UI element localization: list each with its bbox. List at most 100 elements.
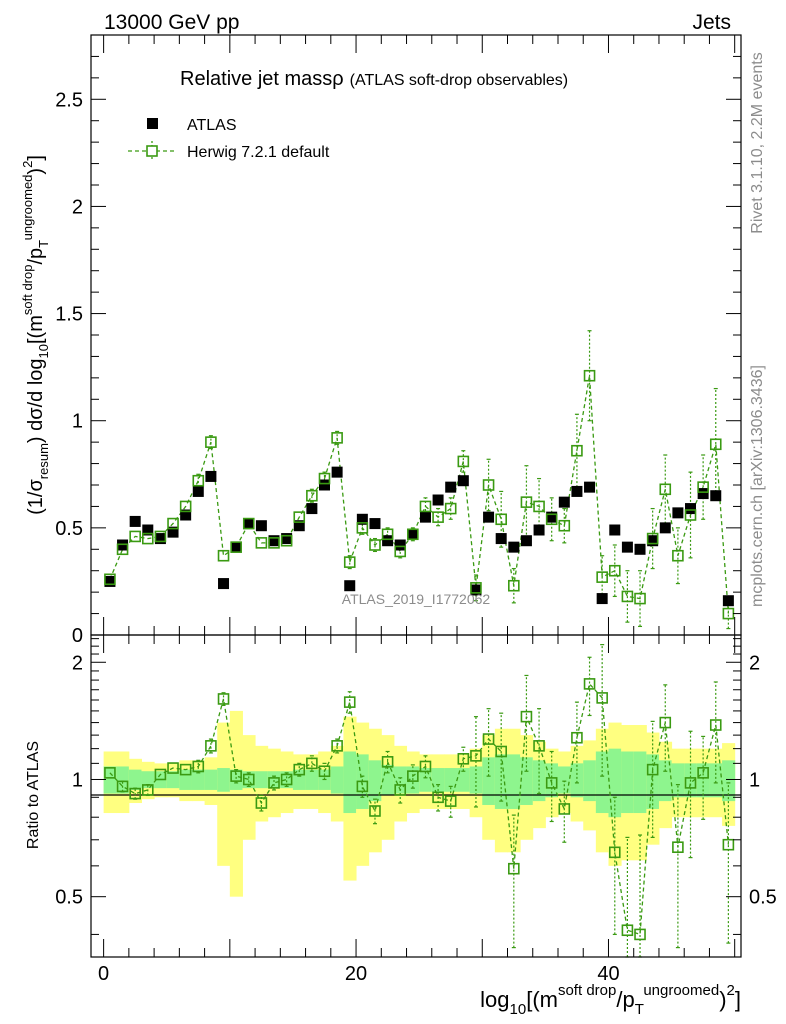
mcplots-label: mcplots.cern.ch [arXiv:1306.3436] [749,365,766,607]
herwig-point [192,474,205,487]
ratio-point [381,756,394,768]
atlas-point [230,541,242,553]
band-inner [103,766,117,794]
atlas-point [697,488,709,500]
band-inner [217,768,231,792]
band-inner [330,766,344,794]
herwig-point [470,582,482,594]
band-inner [191,769,206,790]
herwig-point [205,436,217,448]
atlas-point [331,466,343,478]
ratio-point [141,784,154,796]
atlas-point [318,479,330,491]
atlas-point [596,593,608,605]
ratio-point [192,760,205,773]
ratio-point [545,777,558,789]
herwig-point [318,472,331,485]
herwig-point [167,517,179,530]
ratio-point [495,745,507,758]
atlas-point [546,511,558,523]
band-inner [267,771,281,789]
atlas-point [268,535,280,547]
herwig-point [457,455,470,468]
band-inner [557,766,572,794]
atlas-point [483,511,495,523]
band-inner [469,766,483,794]
ratio-point [343,696,356,708]
atlas-point [192,485,204,497]
herwig-point [343,556,356,568]
band-inner [621,751,635,814]
atlas-point [407,528,419,540]
herwig-line [109,375,730,614]
herwig-point [432,511,444,523]
ratio-point [217,693,230,705]
ratio-point [482,733,495,745]
band-inner [457,768,471,792]
main-ytick-label: 0 [72,625,83,647]
ratio-xtick-label: 40 [597,963,619,985]
ratio-point [129,787,141,800]
ratio-point [331,740,343,752]
ratio-point [394,784,407,796]
herwig-point [596,571,608,583]
legend-herwig-label: Herwig 7.2.1 default [187,144,330,161]
ratio-axes: 0.5 0.51 12 20 20 40 [55,634,777,985]
ratio-point [369,805,381,817]
band-inner [608,748,622,818]
ratio-point [646,763,659,776]
herwig-point [444,502,457,515]
herwig-point [369,539,381,551]
atlas-point [659,522,671,534]
atlas-point [142,524,154,536]
ratio-point [444,795,457,807]
atlas-point [571,485,583,497]
band-inner [696,763,710,798]
atlas-point [710,490,722,502]
herwig-point [646,532,659,545]
ratio-frame [90,634,742,958]
ratio-point [583,678,596,690]
ratio-ylabel: Ratio to ATLAS [25,741,42,849]
ratio-point [293,763,306,776]
herwig-point [394,545,407,558]
herwig-point [280,534,293,547]
ratio-point [280,773,293,786]
band-inner [368,760,382,802]
atlas-point [508,541,520,553]
ratio-point [306,757,318,770]
ratio-point [596,692,608,704]
herwig-point [495,513,507,526]
atlas-point [281,533,293,545]
ratio-ytick-label: 0.5 [55,887,83,909]
herwig-point [242,517,255,530]
atlas-point [609,524,621,536]
atlas-point [419,511,431,523]
herwig-point [217,549,230,562]
band-inner [141,771,155,789]
atlas-point [104,575,116,587]
atlas-point [432,494,444,506]
legend-atlas-label: ATLAS [187,117,237,134]
main-ytick-label: 0.5 [55,518,83,540]
herwig-point [634,592,646,605]
atlas-point [293,520,305,532]
herwig-point [608,564,621,577]
ratio-point [268,777,280,789]
atlas-point [344,580,356,592]
herwig-point [583,369,596,382]
main-axes: 0 0.5 1 1.5 2 2.5 [55,34,742,647]
header-right: Jets [692,11,731,34]
watermark: ATLAS_2019_I1772062 [342,591,491,607]
atlas-point [470,584,482,596]
band-inner [583,760,597,802]
ratio-point [520,710,533,723]
herwig-point [293,511,306,523]
legend-herwig-marker [146,145,158,157]
herwig-point [331,432,343,444]
atlas-point [621,541,633,553]
herwig-point [533,500,545,513]
ratio-point [242,773,255,786]
herwig-point [571,444,583,457]
